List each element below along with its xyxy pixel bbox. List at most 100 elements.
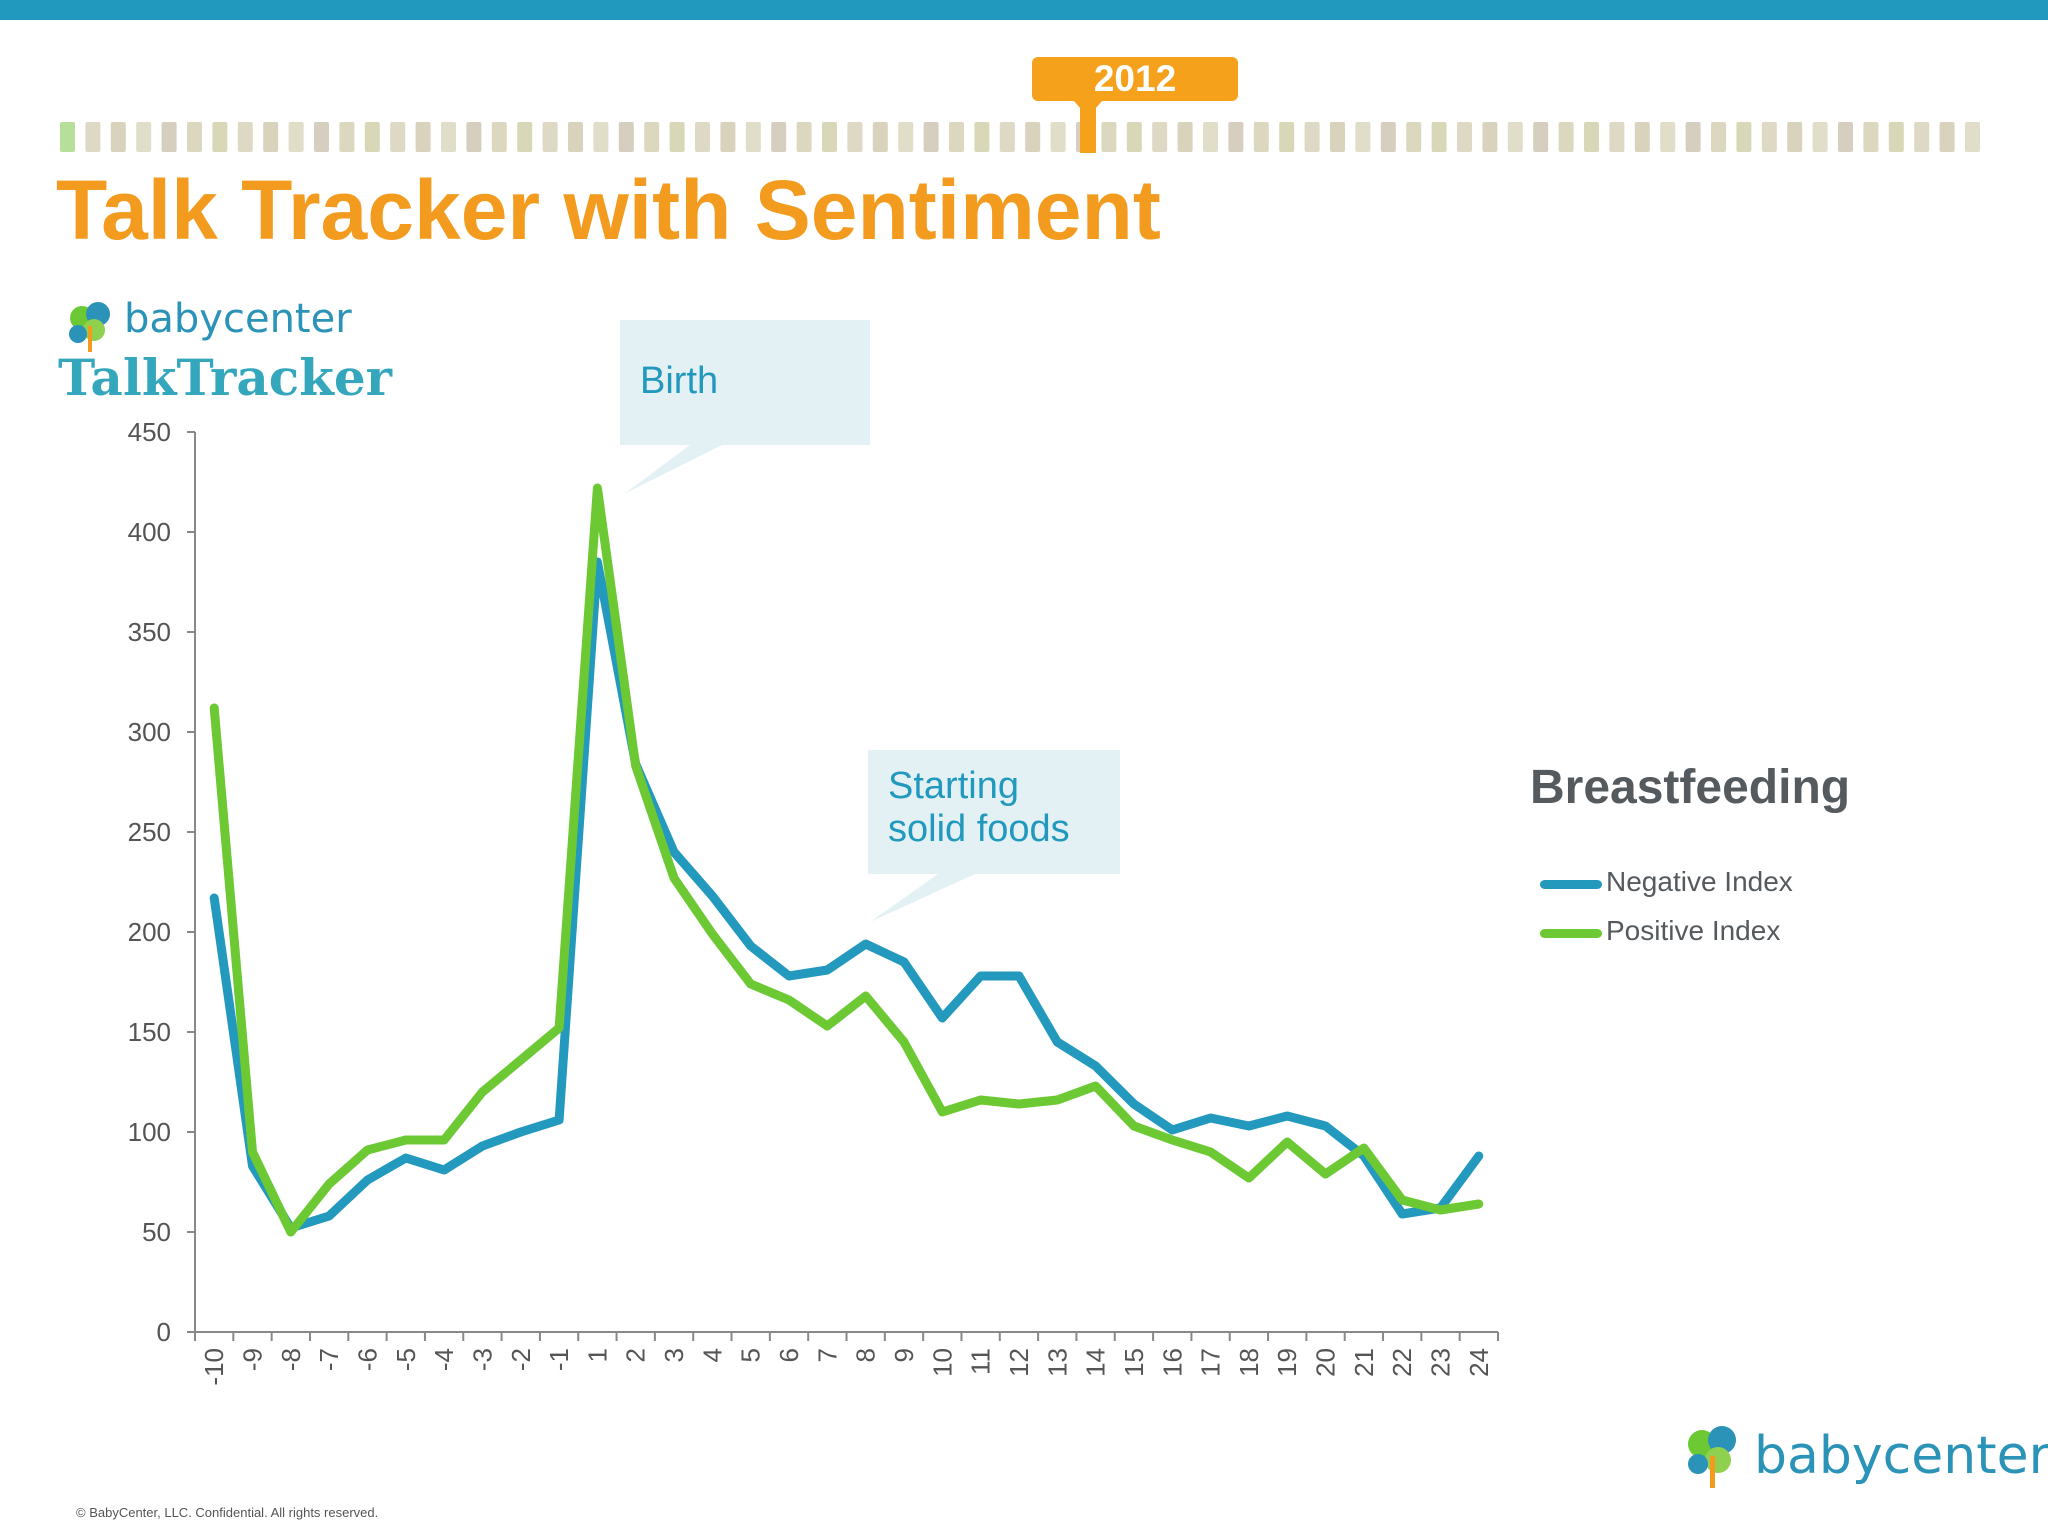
timeline-tick — [1965, 122, 1980, 152]
data-point-negative — [481, 1145, 483, 1147]
timeline-tick — [1203, 122, 1218, 152]
year-badge: 2012 — [1032, 57, 1238, 101]
timeline-tick — [1380, 122, 1396, 152]
timeline-tick — [1939, 122, 1955, 152]
timeline-tick — [390, 122, 406, 152]
x-tick-label: 20 — [1311, 1348, 1341, 1377]
data-point-positive — [1056, 1099, 1058, 1101]
timeline-strip — [60, 122, 1980, 152]
timeline-tick — [85, 122, 101, 152]
y-tick-label: 250 — [128, 817, 171, 847]
copyright-footer: © BabyCenter, LLC. Confidential. All rig… — [76, 1505, 379, 1520]
talktracker-wordmark: TalkTracker — [58, 348, 393, 407]
data-point-negative — [1210, 1117, 1212, 1119]
x-tick-label: -7 — [314, 1348, 344, 1371]
timeline-tick — [695, 122, 710, 152]
timeline-tick — [1863, 122, 1879, 152]
x-tick-label: 9 — [889, 1348, 919, 1362]
data-point-negative — [1133, 1103, 1135, 1105]
data-point-negative — [673, 851, 675, 853]
data-point-positive — [596, 487, 598, 489]
timeline-tick — [161, 122, 177, 152]
timeline-tick — [415, 122, 431, 152]
x-tick-label: 8 — [851, 1348, 881, 1362]
timeline-tick — [263, 122, 279, 152]
timeline-tick — [1152, 122, 1168, 152]
y-tick-label: 100 — [128, 1117, 171, 1147]
x-tick-label: -5 — [391, 1348, 421, 1371]
timeline-tick — [999, 122, 1015, 152]
page-title: Talk Tracker with Sentiment — [56, 163, 1161, 257]
data-point-negative — [405, 1157, 407, 1159]
birth-callout: Birth — [620, 320, 870, 445]
data-point-negative — [941, 1017, 943, 1019]
data-point-positive — [711, 933, 713, 935]
babycenter-footer-logo: babycenter — [1680, 1420, 2048, 1500]
timeline-tick — [364, 122, 380, 152]
data-point-negative — [1095, 1065, 1097, 1067]
timeline-tick — [872, 122, 888, 152]
data-point-positive — [1133, 1125, 1135, 1127]
timeline-tick — [898, 122, 914, 152]
data-point-negative — [520, 1131, 522, 1133]
y-tick-label: 0 — [157, 1317, 171, 1347]
timeline-tick — [1711, 122, 1726, 152]
timeline-tick — [1304, 122, 1320, 152]
timeline-tick — [593, 122, 609, 152]
data-point-negative — [1325, 1125, 1327, 1127]
timeline-tick — [212, 122, 228, 152]
babycenter-wordmark: babycenter — [124, 296, 352, 342]
data-point-positive — [788, 999, 790, 1001]
timeline-tick — [669, 122, 685, 152]
data-point-positive — [1286, 1141, 1288, 1143]
x-tick-label: 2 — [621, 1348, 651, 1362]
x-tick-label: -6 — [352, 1348, 382, 1371]
timeline-tick — [441, 122, 456, 152]
legend-swatch-positive — [1540, 929, 1602, 938]
data-point-negative — [750, 945, 752, 947]
top-accent-bar — [0, 0, 2048, 20]
timeline-tick — [1533, 122, 1549, 152]
data-point-negative — [1171, 1129, 1173, 1131]
timeline-tick — [1050, 122, 1066, 152]
timeline-tick — [1812, 122, 1828, 152]
timeline-tick — [1330, 122, 1345, 152]
x-tick-label: -3 — [467, 1348, 497, 1371]
x-tick-label: 13 — [1042, 1348, 1072, 1377]
data-point-positive — [1478, 1203, 1480, 1205]
data-point-positive — [980, 1099, 982, 1101]
data-point-positive — [673, 877, 675, 879]
timeline-tick — [1507, 122, 1523, 152]
timeline-tick — [1558, 122, 1574, 152]
timeline-tick — [1431, 122, 1447, 152]
data-point-negative — [558, 1119, 560, 1121]
timeline-tick — [136, 122, 152, 152]
timeline-tick — [644, 122, 660, 152]
data-point-negative — [1478, 1155, 1480, 1157]
legend-label-positive: Positive Index — [1606, 915, 1781, 946]
x-tick-label: 3 — [659, 1348, 689, 1362]
timeline-tick — [314, 122, 329, 152]
babycenter-wordmark: babycenter — [1754, 1426, 2048, 1486]
y-tick-label: 450 — [128, 417, 171, 447]
x-tick-label: -8 — [276, 1348, 306, 1371]
series-line-positive-index — [209, 483, 1484, 1237]
data-point-positive — [1363, 1147, 1365, 1149]
x-tick-label: 15 — [1119, 1348, 1149, 1377]
data-point-positive — [558, 1027, 560, 1029]
timeline-tick — [1126, 122, 1142, 152]
x-tick-label: 1 — [582, 1348, 612, 1362]
timeline-tick — [1660, 122, 1676, 152]
legend-swatch-negative — [1540, 880, 1602, 889]
timeline-tick — [1634, 122, 1650, 152]
x-tick-label: -4 — [429, 1348, 459, 1371]
data-point-positive — [443, 1139, 445, 1141]
x-tick-label: -1 — [544, 1348, 574, 1371]
timeline-tick — [1584, 122, 1599, 152]
data-point-negative — [711, 895, 713, 897]
legend-title: Breastfeeding — [1530, 761, 1851, 814]
timeline-tick — [1177, 122, 1193, 152]
data-point-negative — [865, 943, 867, 945]
data-point-negative — [251, 1165, 253, 1167]
